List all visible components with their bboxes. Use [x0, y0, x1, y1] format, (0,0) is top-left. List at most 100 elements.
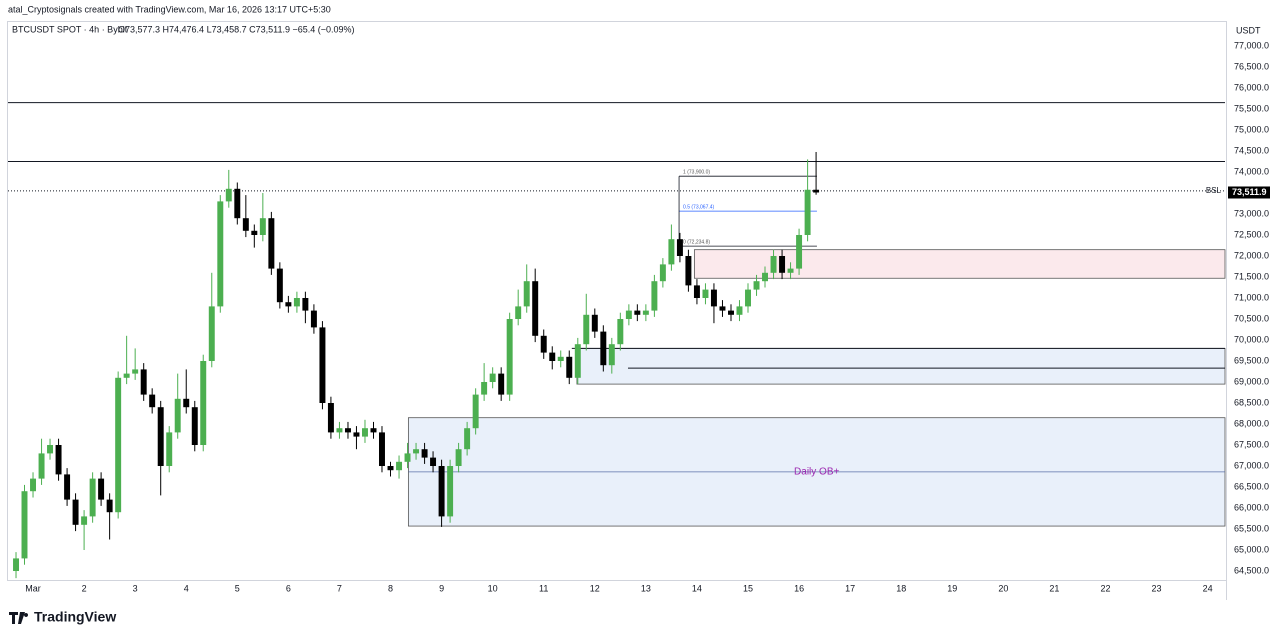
- x-tick-label: 9: [439, 583, 444, 593]
- candle-body: [38, 453, 45, 479]
- candle-body: [421, 449, 428, 458]
- candle-body: [753, 281, 760, 290]
- candle-body: [464, 428, 471, 450]
- y-tick-label: 76,000.0: [1234, 82, 1269, 92]
- candle-body: [608, 344, 615, 366]
- candle-body: [157, 407, 164, 467]
- candle-body: [404, 453, 411, 462]
- ohlc: O73,577.3 H74,476.4 L73,458.7 C73,511.9 …: [118, 24, 355, 34]
- candle-body: [327, 403, 334, 433]
- y-tick-label: 72,000.0: [1234, 250, 1269, 260]
- y-tick-label: 66,000.0: [1234, 502, 1269, 512]
- candle-body: [362, 428, 368, 437]
- candle-body: [574, 344, 581, 378]
- y-tick-label: 65,500.0: [1234, 523, 1269, 533]
- candle-body: [140, 369, 147, 395]
- x-tick-label: 20: [998, 583, 1008, 593]
- candle-body: [379, 432, 385, 467]
- x-tick-label: 19: [947, 583, 957, 593]
- candle-body: [174, 398, 181, 433]
- brand-logo: TradingView: [9, 609, 116, 625]
- candle-body: [447, 466, 454, 517]
- x-tick-label: 18: [896, 583, 906, 593]
- candle-body: [302, 297, 309, 311]
- x-tick-label: 11: [539, 583, 548, 593]
- x-tick-label: 14: [692, 583, 702, 593]
- candle-body: [336, 428, 343, 433]
- candle-body: [387, 466, 394, 471]
- y-tick-label: 74,000.0: [1234, 166, 1269, 176]
- y-tick-label: 67,000.0: [1234, 460, 1269, 470]
- candle-body: [685, 255, 692, 286]
- candle-body: [132, 369, 139, 374]
- x-tick-label: 10: [488, 583, 498, 593]
- candle-body: [200, 361, 207, 446]
- candle-body: [13, 558, 19, 572]
- y-tick-label: 75,500.0: [1234, 103, 1269, 113]
- candle-body: [557, 356, 564, 362]
- candle-body: [191, 407, 198, 446]
- x-tick-label: 15: [743, 583, 753, 593]
- candle-body: [506, 318, 513, 395]
- candle-body: [106, 499, 113, 513]
- candle-body: [370, 428, 377, 433]
- candle-body: [498, 373, 505, 395]
- candle-body: [430, 457, 437, 467]
- candle-body: [779, 255, 786, 273]
- candle-body: [234, 188, 241, 219]
- y-tick-label: 76,500.0: [1234, 61, 1269, 71]
- candle-body: [89, 478, 96, 517]
- candle-body: [813, 189, 820, 193]
- candle-body: [115, 377, 122, 513]
- y-tick-label: 71,000.0: [1234, 292, 1269, 302]
- symbol: BTCUSDT SPOT · 4h · Bybit: [12, 24, 128, 34]
- fib-label: 0 (72,234.8): [683, 239, 710, 245]
- candle-body: [472, 394, 479, 429]
- y-tick-label: 70,500.0: [1234, 313, 1269, 323]
- last-price-label: 73,511.9: [1232, 187, 1267, 197]
- candle-body: [413, 449, 420, 454]
- candle-body: [242, 218, 249, 231]
- candle-body: [540, 335, 547, 353]
- candle-body: [166, 432, 173, 467]
- y-tick-label: 74,500.0: [1234, 145, 1269, 155]
- y-tick-label: 69,500.0: [1234, 355, 1269, 365]
- x-tick-label: 2: [82, 583, 87, 593]
- x-tick-label: 21: [1049, 583, 1059, 593]
- candle-body: [728, 310, 734, 315]
- x-tick-label: 7: [337, 583, 342, 593]
- candle-body: [668, 239, 675, 265]
- candle-body: [515, 306, 522, 319]
- candle-body: [81, 516, 88, 525]
- fib-label: 1 (73,900.0): [683, 170, 710, 176]
- y-tick-label: 75,000.0: [1234, 124, 1269, 134]
- candle-body: [676, 239, 683, 256]
- candle-body: [770, 255, 777, 273]
- x-tick-label: 12: [590, 583, 600, 593]
- candle-body: [566, 356, 573, 378]
- y-tick-label: 69,000.0: [1234, 376, 1269, 386]
- y-tick-label: 73,000.0: [1234, 208, 1269, 218]
- candle-body: [745, 289, 751, 307]
- x-tick-label: Mar: [25, 583, 41, 593]
- candle-body: [796, 234, 803, 269]
- x-tick-label: 16: [794, 583, 804, 593]
- candle-body: [762, 272, 768, 282]
- candle-body: [625, 310, 632, 319]
- x-tick-label: 3: [133, 583, 138, 593]
- candle-body: [651, 281, 658, 311]
- y-tick-label: 65,000.0: [1234, 544, 1269, 554]
- brand: TradingView: [34, 609, 116, 625]
- candle-body: [344, 428, 351, 433]
- x-tick-label: 17: [845, 583, 855, 593]
- candle-body: [268, 218, 275, 269]
- candle-body: [634, 310, 641, 315]
- x-tick-label: 23: [1152, 583, 1162, 593]
- y-tick-label: 64,500.0: [1234, 565, 1269, 575]
- x-tick-label: 24: [1203, 583, 1213, 593]
- candle-body: [600, 331, 607, 366]
- candle-body: [98, 478, 105, 500]
- candle-body: [285, 302, 292, 307]
- y-tick-label: 68,500.0: [1234, 397, 1269, 407]
